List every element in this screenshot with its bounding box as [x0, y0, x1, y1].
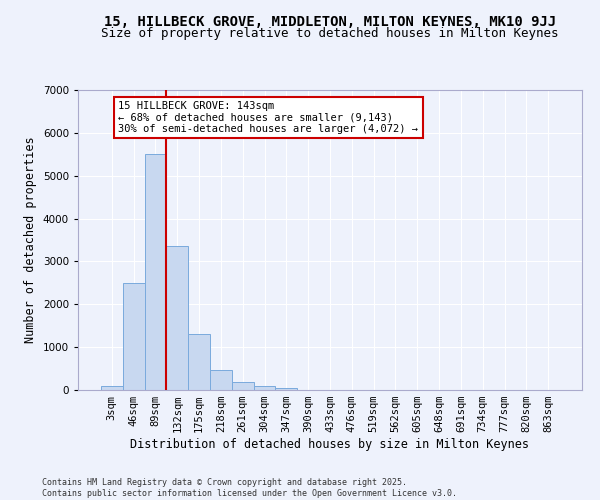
Bar [145, 154, 166, 390]
Text: 15, HILLBECK GROVE, MIDDLETON, MILTON KEYNES, MK10 9JJ: 15, HILLBECK GROVE, MIDDLETON, MILTON KE… [104, 15, 556, 29]
Text: Size of property relative to detached houses in Milton Keynes: Size of property relative to detached ho… [101, 28, 559, 40]
X-axis label: Distribution of detached houses by size in Milton Keynes: Distribution of detached houses by size … [131, 438, 530, 451]
Bar [123, 283, 145, 390]
Text: Contains HM Land Registry data © Crown copyright and database right 2025.
Contai: Contains HM Land Registry data © Crown c… [42, 478, 457, 498]
Y-axis label: Number of detached properties: Number of detached properties [24, 136, 37, 344]
Bar [275, 388, 297, 390]
Bar [101, 386, 123, 390]
Bar [188, 334, 210, 390]
Bar [254, 386, 275, 390]
Text: 15 HILLBECK GROVE: 143sqm
← 68% of detached houses are smaller (9,143)
30% of se: 15 HILLBECK GROVE: 143sqm ← 68% of detac… [118, 100, 418, 134]
Bar [166, 246, 188, 390]
Bar [232, 382, 254, 390]
Bar [210, 370, 232, 390]
